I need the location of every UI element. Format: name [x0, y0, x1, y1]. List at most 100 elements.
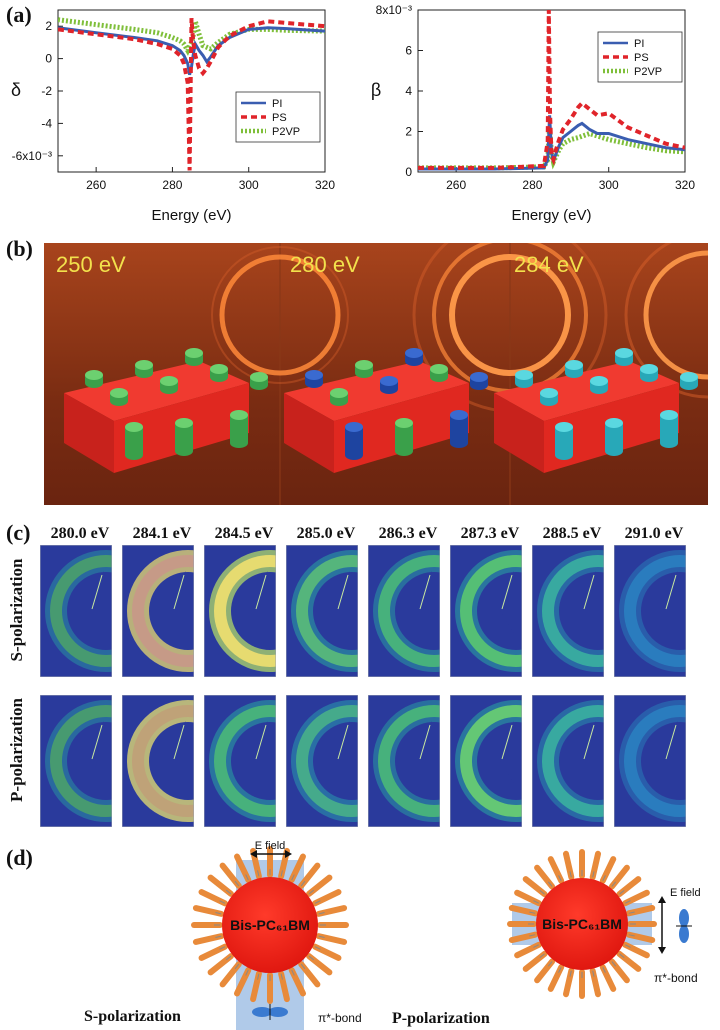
beamstop	[500, 571, 514, 633]
y-axis-label: δ	[11, 80, 21, 100]
cylinder-base	[605, 446, 623, 456]
spike-link	[257, 870, 260, 877]
cylinder-base	[430, 372, 448, 382]
cylinder-base	[470, 380, 488, 390]
scattering-pattern-grid	[40, 545, 686, 827]
cylinder-base	[330, 396, 348, 406]
beamstop-streak	[337, 574, 349, 610]
cylinder-body	[230, 415, 248, 443]
spike-link	[569, 871, 572, 878]
spike-link	[245, 969, 249, 976]
spike-link	[291, 969, 295, 976]
cylinder-top	[355, 360, 373, 370]
cylinder-base	[555, 450, 573, 460]
cylinder-body	[605, 423, 623, 451]
spike-link	[602, 967, 606, 973]
cylinder-top	[615, 348, 633, 358]
beamstop	[90, 721, 104, 783]
beamstop	[336, 721, 350, 783]
cylinder-base	[85, 378, 103, 388]
s-pibond-label: π*-bond	[318, 1011, 362, 1025]
pattern-cell	[286, 695, 358, 827]
x-tick-label: 280	[522, 178, 542, 192]
cylinder-top	[230, 410, 248, 420]
beamstop	[582, 571, 596, 633]
scattering-ring	[542, 705, 604, 817]
p-pibond-label: π*-bond	[654, 971, 698, 985]
spike-link	[558, 967, 562, 973]
pattern-cell	[450, 545, 522, 677]
p-molecule: Bis-PC₆₁BM E field π*-bond	[507, 849, 701, 999]
scattering-ring	[378, 705, 440, 817]
cylinder-top	[305, 370, 323, 380]
pattern-cell	[122, 545, 194, 677]
scattering-ring	[50, 705, 112, 817]
spike-link	[280, 973, 283, 980]
spike-link	[539, 889, 545, 895]
beamstop	[664, 571, 678, 633]
cylinder-top	[160, 376, 178, 386]
cylinder-top	[590, 376, 608, 386]
spike-link	[533, 944, 539, 948]
cylinder-base	[185, 356, 203, 366]
cylinder-base	[450, 438, 468, 448]
cylinder-base	[680, 380, 698, 390]
scattering-ring	[624, 555, 686, 667]
cylinder-top	[85, 370, 103, 380]
legend-box	[597, 31, 683, 83]
beamstop	[254, 721, 268, 783]
spike-link	[308, 889, 315, 895]
cylinder-base	[515, 378, 533, 388]
x-tick-label: 300	[599, 178, 619, 192]
spike-link	[592, 871, 595, 878]
series-ps	[418, 10, 685, 170]
phase-banner	[44, 243, 708, 505]
cylinder-top	[185, 348, 203, 358]
pattern-cell	[532, 695, 604, 827]
panel-label-a: (a)	[6, 2, 32, 27]
x-tick-label: 320	[315, 178, 335, 192]
beamstop	[254, 571, 268, 633]
spike-link	[619, 953, 625, 959]
polarization-schematic: Bis-PC₆₁BM E field π*-bond Bis-PC₆₁BM E …	[191, 840, 701, 1030]
cylinder-top	[395, 418, 413, 428]
cylinder-body	[175, 423, 193, 451]
cylinder-base	[380, 384, 398, 394]
y-tick-label: 2	[405, 125, 412, 139]
scattering-ring	[460, 555, 522, 667]
beamstop	[664, 721, 678, 783]
p-efield-label: E field	[670, 887, 701, 899]
scattering-ring	[460, 705, 522, 817]
s-molecule: Bis-PC₆₁BM E field π*-bond	[191, 840, 362, 1030]
cylinder-top	[470, 372, 488, 382]
row-label-s: S-polarization	[7, 558, 26, 662]
pattern-cell	[450, 695, 522, 827]
energy-label-250: 250 eV	[56, 252, 126, 277]
scattering-ring	[378, 555, 440, 667]
spike-link	[569, 970, 572, 977]
cylinder-base	[175, 446, 193, 456]
cylinder-top	[680, 372, 698, 382]
scattering-ring-3	[624, 243, 708, 399]
cylinder-base	[405, 356, 423, 366]
spike-link	[619, 889, 625, 895]
scattering-ring	[624, 705, 686, 817]
panel-label-b: (b)	[6, 236, 33, 261]
scattering-ring	[214, 705, 276, 817]
spike-link	[533, 900, 539, 904]
spike-link	[592, 970, 595, 977]
x-axis-label: Energy (eV)	[511, 207, 591, 224]
cylinder-base	[135, 368, 153, 378]
spike-link	[628, 934, 635, 937]
y-tick-label: 6	[405, 44, 412, 58]
beta-chart: 260 280 300 320 8x10⁻³ 6 4 2 0 Energy (eV) β PI PS P2…	[371, 3, 696, 224]
y-tick-label: -2	[41, 84, 52, 98]
spike-link	[314, 946, 321, 950]
energy-header-3: 285.0 eV	[296, 525, 356, 542]
energy-header-1: 284.1 eV	[132, 525, 192, 542]
y-tick-label: 0	[45, 52, 52, 66]
beamstop-streak	[501, 574, 513, 610]
scattering-ring	[296, 705, 358, 817]
y-tick-label: 4	[405, 84, 412, 98]
cylinder-body	[450, 415, 468, 443]
